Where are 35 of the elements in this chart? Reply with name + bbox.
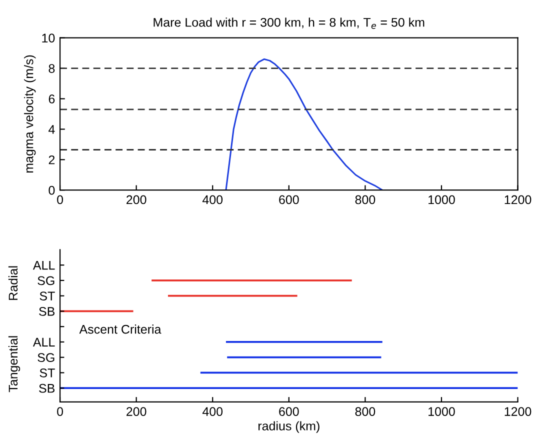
x-tick-label: 0: [57, 195, 64, 204]
y-tick-label: 10: [42, 34, 55, 42]
x-tick-label: 200: [126, 195, 146, 204]
y-tick-label: SG: [38, 353, 54, 362]
y-tick-label: 0: [48, 186, 55, 195]
x-tick-label: 1200: [504, 195, 532, 204]
y-tick-label: SB: [39, 384, 55, 393]
y-tick-label: ST: [40, 368, 55, 378]
y-tick-label: ST: [40, 292, 55, 300]
y-tick-label: 8: [48, 64, 55, 73]
y-tick-label: 4: [48, 125, 55, 134]
x-tick-label: 0: [57, 407, 64, 416]
y-tick-label: ALL: [32, 338, 55, 346]
x-tick-label: 600: [279, 195, 299, 204]
x-tick-label: 1000: [428, 195, 455, 204]
y-axis-title: magma velocity (m/s): [24, 55, 36, 173]
x-tick-label: 1000: [428, 407, 455, 416]
y-tick-label: ALL: [32, 261, 55, 270]
text: Radial: [8, 266, 18, 300]
y-tick-label: 2: [48, 155, 55, 164]
x-tick-label: 600: [279, 407, 299, 416]
x-tick-label: 400: [202, 195, 223, 204]
x-tick-label: 800: [355, 195, 376, 204]
y-tick-label: SB: [39, 307, 55, 316]
x-tick-label: 800: [355, 407, 376, 416]
line-series: [225, 58, 384, 190]
chart-title: Mare Load with r = 300 km, h = 8 km, T$_{e}$ = 50 km: [154, 18, 424, 29]
y-tick-label: 6: [48, 94, 55, 104]
x-axis-title: radius (km): [258, 421, 320, 433]
text: Tangential: [8, 336, 20, 392]
x-tick-label: 400: [202, 407, 223, 416]
annotation: Ascent Criteria: [79, 324, 162, 334]
y-tick-label: SG: [38, 276, 54, 286]
x-tick-label: 200: [126, 407, 146, 416]
x-tick-label: 1200: [504, 407, 532, 416]
